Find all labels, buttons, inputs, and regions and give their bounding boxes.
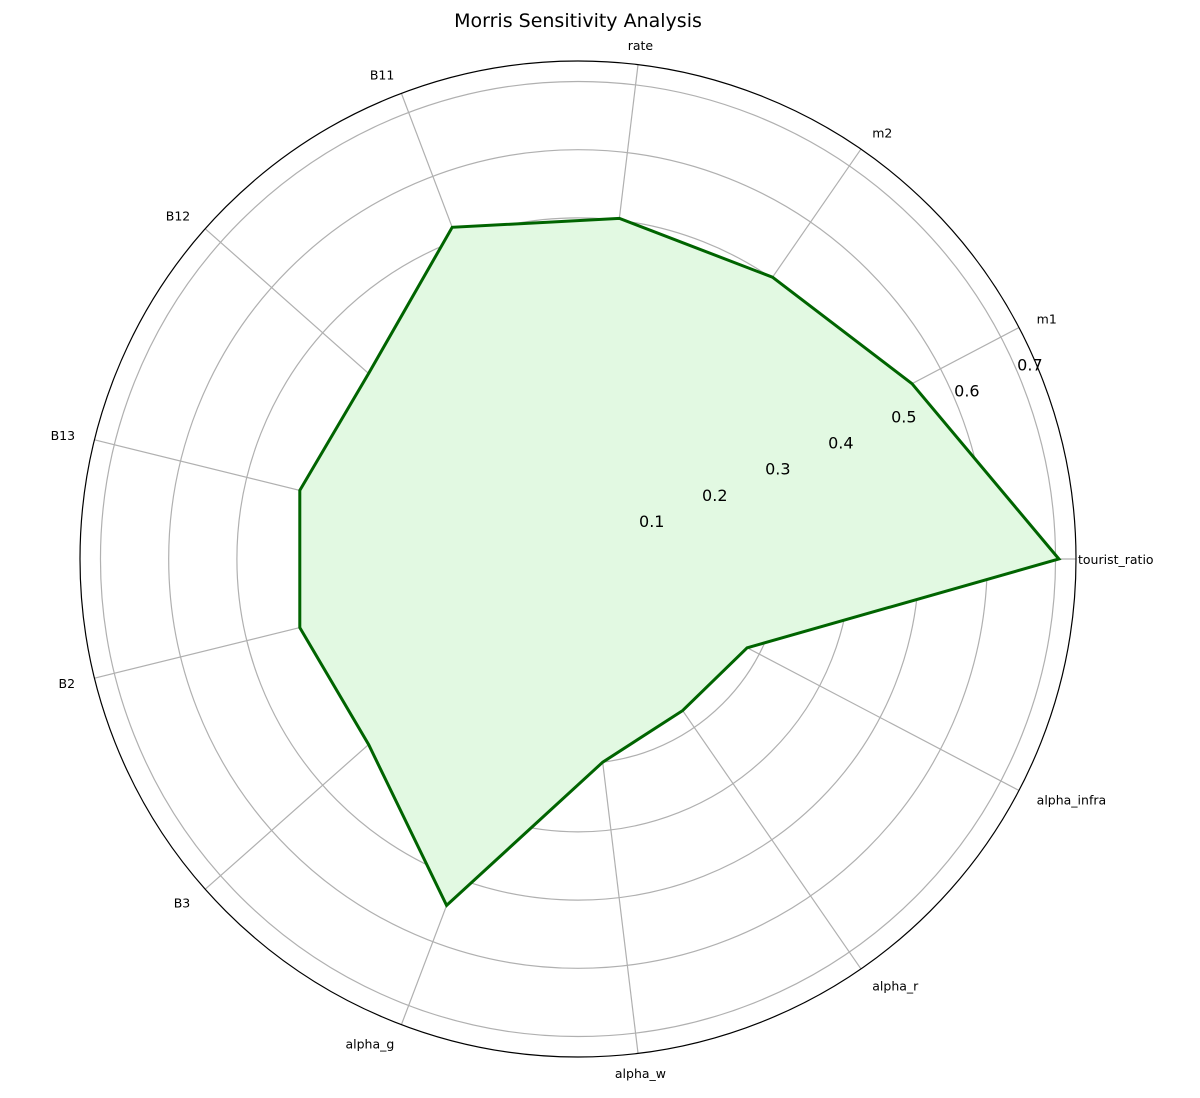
category-label: B2 [59,676,76,691]
chart-title: Morris Sensitivity Analysis [454,10,702,32]
series-area-0 [299,218,1059,906]
category-label: B12 [166,209,190,224]
r-tick-label: 0.2 [702,486,727,505]
category-label: alpha_w [615,1066,666,1081]
category-label: alpha_infra [1037,793,1107,808]
series-layer [298,216,1062,908]
series-line-0 [298,216,1062,908]
category-label: B13 [51,428,75,443]
r-tick-label: 0.1 [639,512,664,531]
r-tick-label: 0.5 [891,407,916,426]
category-label: alpha_r [872,978,919,993]
category-label: rate [628,38,654,53]
category-label: tourist_ratio [1078,552,1154,567]
category-label: m2 [872,126,892,141]
label-layer: 0.1 0.2 0.3 0.4 0.5 0.6 0.7 tourist_ratio m1 m2 ra… [51,38,1154,1081]
r-tick-label: 0.4 [828,434,853,453]
category-label: m1 [1037,311,1057,326]
category-label: alpha_g [345,1036,394,1051]
r-tick-label: 0.7 [1017,355,1042,374]
r-tick-label: 0.3 [765,460,790,479]
category-label: B11 [370,68,394,83]
r-tick-label: 0.6 [954,381,979,400]
category-label: B3 [174,895,191,910]
polar-frame [79,60,1077,1058]
